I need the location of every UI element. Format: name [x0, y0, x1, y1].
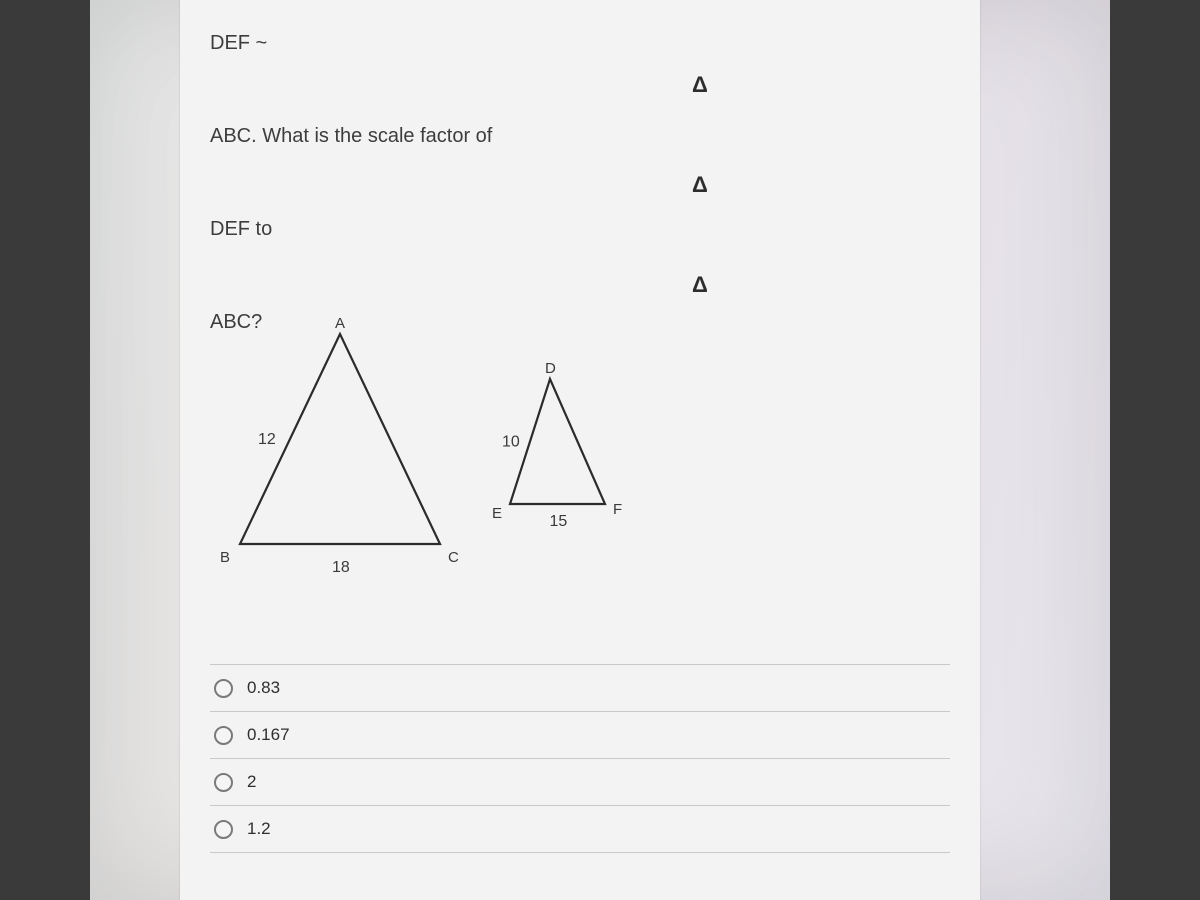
option-label-0: 0.83 — [247, 678, 280, 698]
vertex-label-e: E — [492, 505, 502, 522]
radio-icon — [214, 726, 233, 745]
option-3[interactable]: 1.2 — [210, 806, 950, 853]
triangle-symbol-icon: Δ — [692, 72, 708, 98]
radio-icon — [214, 679, 233, 698]
vertex-label-b: B — [220, 549, 230, 566]
side-label-ef: 15 — [550, 513, 568, 530]
vertex-label-d: D — [545, 360, 556, 377]
option-1[interactable]: 0.167 — [210, 712, 950, 759]
option-2[interactable]: 2 — [210, 759, 950, 806]
quiz-page: DEF ~ ABC. What is the scale factor of D… — [180, 0, 980, 900]
side-label-de: 10 — [502, 434, 520, 451]
question-content: DEF ~ ABC. What is the scale factor of D… — [210, 10, 950, 853]
option-0[interactable]: 0.83 — [210, 665, 950, 712]
radio-icon — [214, 773, 233, 792]
question-line-2: ABC. What is the scale factor of — [210, 125, 950, 148]
triangles-svg: A B C 12 18 D E F 10 15 — [210, 334, 670, 594]
question-line-4: ABC? — [210, 311, 950, 334]
vertex-label-f: F — [613, 501, 622, 518]
vertex-label-a: A — [335, 315, 345, 332]
option-label-1: 0.167 — [247, 725, 290, 745]
side-label-ab: 12 — [258, 431, 276, 448]
vertex-label-c: C — [448, 549, 459, 566]
question-line-1: DEF ~ — [210, 32, 950, 55]
triangle-def — [510, 379, 605, 504]
question-line-3: DEF to — [210, 218, 950, 241]
triangle-symbol-icon: Δ — [692, 172, 708, 198]
option-label-2: 2 — [247, 772, 256, 792]
figure-area: A B C 12 18 D E F 10 15 — [210, 334, 950, 634]
radio-icon — [214, 820, 233, 839]
monitor-screen: DEF ~ ABC. What is the scale factor of D… — [90, 0, 1110, 900]
answer-options: 0.83 0.167 2 1.2 — [210, 664, 950, 853]
triangle-symbol-icon: Δ — [692, 272, 708, 298]
side-label-bc: 18 — [332, 559, 350, 576]
option-label-3: 1.2 — [247, 819, 271, 839]
